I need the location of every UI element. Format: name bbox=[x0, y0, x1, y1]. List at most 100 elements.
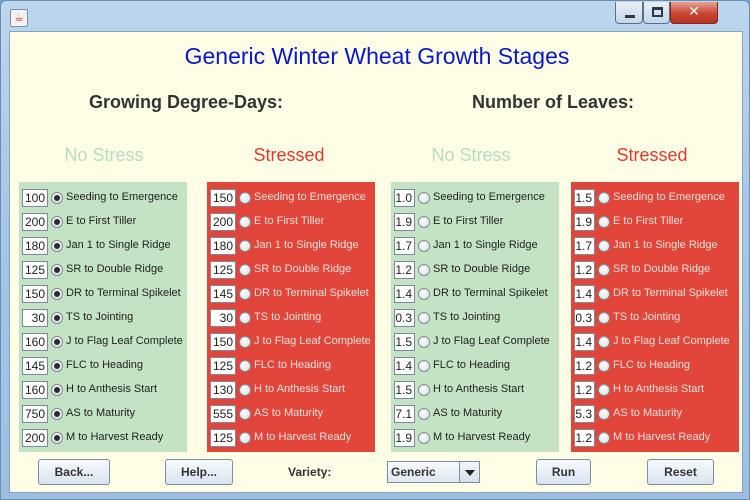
variety-select[interactable]: Generic bbox=[387, 461, 480, 483]
stage-value-field[interactable]: 1.4 bbox=[574, 333, 595, 351]
stage-radio[interactable] bbox=[239, 336, 251, 348]
help-button[interactable]: Help... bbox=[165, 459, 233, 485]
stage-value-field[interactable]: 1.2 bbox=[574, 261, 595, 279]
stage-radio[interactable] bbox=[51, 408, 63, 420]
stage-radio[interactable] bbox=[418, 264, 430, 276]
stage-radio[interactable] bbox=[239, 264, 251, 276]
stage-value-field[interactable]: 1.2 bbox=[394, 261, 415, 279]
stage-radio[interactable] bbox=[239, 288, 251, 300]
title-bar[interactable]: ☕ ✕ bbox=[1, 1, 750, 31]
close-button[interactable]: ✕ bbox=[670, 2, 718, 24]
stage-radio[interactable] bbox=[51, 288, 63, 300]
stage-radio[interactable] bbox=[598, 312, 610, 324]
stage-radio[interactable] bbox=[598, 384, 610, 396]
stage-value-field[interactable]: 0.3 bbox=[394, 309, 415, 327]
stage-radio[interactable] bbox=[418, 216, 430, 228]
reset-button[interactable]: Reset bbox=[647, 459, 714, 485]
stage-radio[interactable] bbox=[51, 360, 63, 372]
stage-radio[interactable] bbox=[598, 264, 610, 276]
chevron-down-icon[interactable] bbox=[459, 462, 479, 482]
stage-value-field[interactable]: 145 bbox=[210, 285, 236, 303]
run-button[interactable]: Run bbox=[536, 459, 591, 485]
stage-radio[interactable] bbox=[598, 360, 610, 372]
stage-radio[interactable] bbox=[51, 384, 63, 396]
stage-value-field[interactable]: 1.4 bbox=[394, 357, 415, 375]
stage-radio[interactable] bbox=[51, 264, 63, 276]
stage-radio[interactable] bbox=[239, 432, 251, 444]
stage-radio[interactable] bbox=[418, 408, 430, 420]
stage-radio[interactable] bbox=[418, 192, 430, 204]
stage-value-field[interactable]: 1.7 bbox=[574, 237, 595, 255]
stage-radio[interactable] bbox=[598, 336, 610, 348]
stage-value-field[interactable]: 7.1 bbox=[394, 405, 415, 423]
stage-value-field[interactable]: 180 bbox=[22, 237, 48, 255]
stage-radio[interactable] bbox=[598, 192, 610, 204]
stage-value-field[interactable]: 1.9 bbox=[394, 213, 415, 231]
stage-value-field[interactable]: 200 bbox=[210, 213, 236, 231]
stage-value-field[interactable]: 200 bbox=[22, 213, 48, 231]
stage-radio[interactable] bbox=[239, 192, 251, 204]
stage-radio[interactable] bbox=[51, 312, 63, 324]
stage-value-field[interactable]: 145 bbox=[22, 357, 48, 375]
stage-radio[interactable] bbox=[51, 432, 63, 444]
stage-value-field[interactable]: 1.5 bbox=[574, 189, 595, 207]
stage-value-field[interactable]: 1.4 bbox=[394, 285, 415, 303]
stage-radio[interactable] bbox=[418, 240, 430, 252]
stage-radio[interactable] bbox=[418, 312, 430, 324]
stage-radio[interactable] bbox=[418, 360, 430, 372]
stage-value-field[interactable]: 125 bbox=[210, 357, 236, 375]
stage-radio[interactable] bbox=[239, 240, 251, 252]
stage-value-field[interactable]: 180 bbox=[210, 237, 236, 255]
stage-radio[interactable] bbox=[51, 216, 63, 228]
stage-radio[interactable] bbox=[418, 384, 430, 396]
stage-radio[interactable] bbox=[239, 384, 251, 396]
stage-radio[interactable] bbox=[598, 432, 610, 444]
stage-radio[interactable] bbox=[51, 192, 63, 204]
stage-label: M to Harvest Ready bbox=[433, 431, 531, 443]
stage-value-field[interactable]: 125 bbox=[210, 429, 236, 447]
java-app-icon[interactable]: ☕ bbox=[10, 9, 28, 27]
stage-radio[interactable] bbox=[239, 408, 251, 420]
stage-value-field[interactable]: 160 bbox=[22, 381, 48, 399]
stage-radio[interactable] bbox=[239, 216, 251, 228]
stage-value-field[interactable]: 1.5 bbox=[394, 381, 415, 399]
stage-radio[interactable] bbox=[418, 288, 430, 300]
stage-value-field[interactable]: 1.9 bbox=[574, 213, 595, 231]
stage-value-field[interactable]: 100 bbox=[22, 189, 48, 207]
stage-value-field[interactable]: 1.2 bbox=[574, 381, 595, 399]
stage-value-field[interactable]: 1.7 bbox=[394, 237, 415, 255]
stage-value-field[interactable]: 1.2 bbox=[574, 357, 595, 375]
stage-value-field[interactable]: 125 bbox=[22, 261, 48, 279]
stage-radio[interactable] bbox=[598, 216, 610, 228]
maximize-button[interactable] bbox=[643, 2, 670, 24]
stage-radio[interactable] bbox=[418, 432, 430, 444]
stage-radio[interactable] bbox=[598, 408, 610, 420]
stage-value-field[interactable]: 150 bbox=[210, 189, 236, 207]
stage-value-field[interactable]: 1.9 bbox=[394, 429, 415, 447]
stage-value-field[interactable]: 150 bbox=[22, 285, 48, 303]
stage-value-field[interactable]: 200 bbox=[22, 429, 48, 447]
stage-radio[interactable] bbox=[598, 240, 610, 252]
back-button[interactable]: Back... bbox=[38, 459, 110, 485]
stage-value-field[interactable]: 30 bbox=[210, 309, 236, 327]
stage-radio[interactable] bbox=[239, 312, 251, 324]
stage-value-field[interactable]: 1.4 bbox=[574, 285, 595, 303]
stage-value-field[interactable]: 1.0 bbox=[394, 189, 415, 207]
stage-radio[interactable] bbox=[418, 336, 430, 348]
stage-radio[interactable] bbox=[51, 336, 63, 348]
stage-value-field[interactable]: 555 bbox=[210, 405, 236, 423]
stage-value-field[interactable]: 130 bbox=[210, 381, 236, 399]
stage-value-field[interactable]: 30 bbox=[22, 309, 48, 327]
minimize-button[interactable] bbox=[615, 2, 643, 24]
stage-radio[interactable] bbox=[598, 288, 610, 300]
stage-value-field[interactable]: 1.2 bbox=[574, 429, 595, 447]
stage-value-field[interactable]: 750 bbox=[22, 405, 48, 423]
stage-value-field[interactable]: 160 bbox=[22, 333, 48, 351]
stage-value-field[interactable]: 5.3 bbox=[574, 405, 595, 423]
stage-value-field[interactable]: 125 bbox=[210, 261, 236, 279]
stage-radio[interactable] bbox=[239, 360, 251, 372]
stage-value-field[interactable]: 1.5 bbox=[394, 333, 415, 351]
stage-radio[interactable] bbox=[51, 240, 63, 252]
stage-value-field[interactable]: 0.3 bbox=[574, 309, 595, 327]
stage-value-field[interactable]: 150 bbox=[210, 333, 236, 351]
